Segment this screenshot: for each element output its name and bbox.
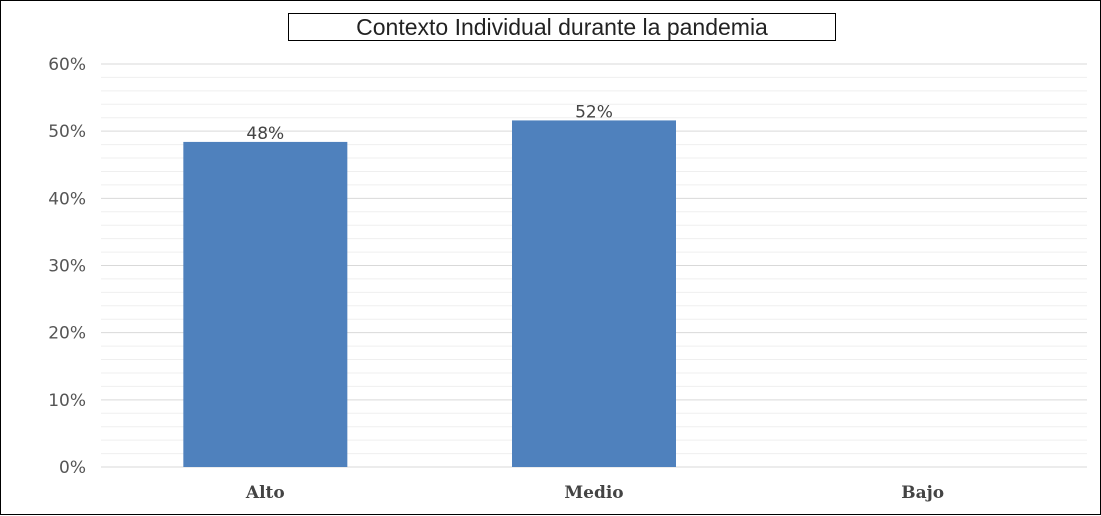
y-tick-label: 10% (48, 391, 86, 411)
y-tick-label: 20% (48, 324, 86, 344)
x-tick-label-medio: Medio (564, 483, 623, 503)
bar-alto (183, 141, 348, 467)
data-label-medio: 52% (575, 102, 613, 122)
y-tick-label: 50% (48, 122, 86, 142)
bars: 48% 52% (183, 102, 676, 468)
bar-medio (512, 120, 676, 468)
x-tick-label-bajo: Bajo (901, 483, 944, 503)
chart-title: Contexto Individual durante la pandemia (288, 13, 836, 41)
y-tick-label: 30% (48, 257, 86, 277)
x-tick-label-alto: Alto (245, 483, 285, 503)
y-tick-label: 60% (48, 55, 86, 75)
y-tick-label: 0% (59, 458, 86, 478)
y-tick-label: 40% (48, 189, 86, 209)
y-axis: 0% 10% 20% 30% 40% 50% 60% (48, 55, 86, 478)
x-axis: Alto Medio Bajo (245, 483, 944, 503)
data-label-alto: 48% (246, 124, 284, 144)
